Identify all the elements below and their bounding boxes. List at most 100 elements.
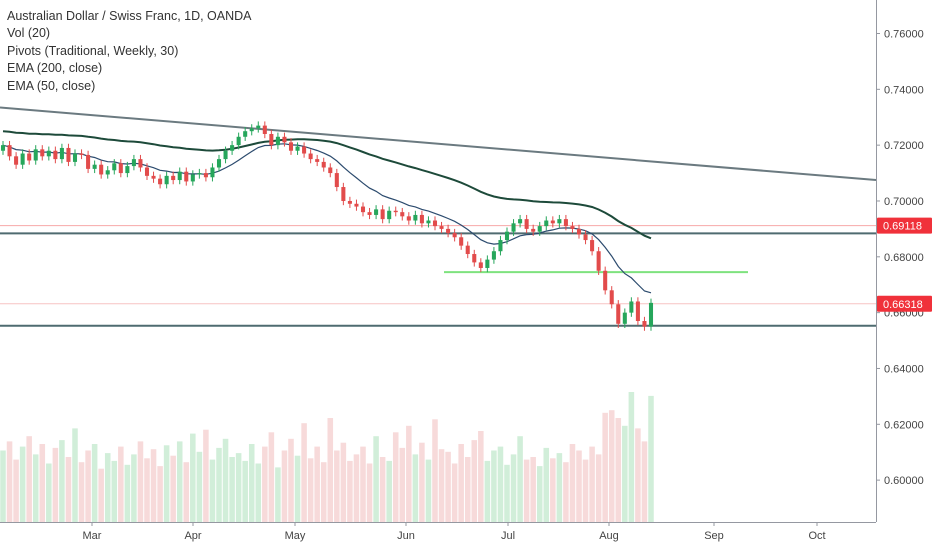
candle-body[interactable] [354, 203, 359, 207]
candle-body[interactable] [230, 145, 235, 151]
candle-body[interactable] [295, 146, 300, 151]
candle-body[interactable] [524, 219, 529, 229]
candle-body[interactable] [269, 133, 274, 146]
candle-body[interactable] [262, 125, 267, 134]
candle-body[interactable] [478, 262, 483, 268]
candle-body[interactable] [197, 173, 202, 175]
indicator-ema-200[interactable]: EMA (200, close) [7, 61, 103, 76]
candle-body[interactable] [400, 212, 405, 217]
candle-body[interactable] [256, 125, 261, 129]
candle-body[interactable] [79, 153, 84, 155]
candle-body[interactable] [321, 161, 326, 168]
candle-body[interactable] [419, 214, 424, 224]
candle-body[interactable] [275, 136, 280, 146]
candle-body[interactable] [0, 145, 6, 151]
indicator-ema-50[interactable]: EMA (50, close) [7, 78, 96, 93]
candle-body[interactable] [46, 150, 51, 157]
candle-body[interactable] [590, 240, 595, 252]
candle-body[interactable] [282, 136, 287, 143]
candle-body[interactable] [59, 147, 64, 160]
candle-body[interactable] [635, 301, 640, 322]
candle-body[interactable] [432, 220, 438, 227]
candle-body[interactable] [125, 166, 130, 174]
candle-body[interactable] [328, 167, 333, 174]
candle-body[interactable] [347, 200, 352, 204]
candle-body[interactable] [491, 251, 496, 260]
candle-body[interactable] [86, 154, 91, 169]
candle-body[interactable] [99, 164, 104, 175]
candle-body[interactable] [531, 228, 536, 232]
candle-body[interactable] [485, 259, 490, 268]
candle-body[interactable] [144, 167, 150, 176]
candle-body[interactable] [236, 136, 241, 146]
candle-body[interactable] [223, 150, 228, 160]
candle-body[interactable] [609, 290, 614, 305]
candle-body[interactable] [203, 173, 208, 178]
candle-body[interactable] [452, 233, 457, 238]
candle-body[interactable] [20, 153, 25, 165]
candle-body[interactable] [472, 254, 477, 263]
candle-body[interactable] [288, 142, 294, 151]
candle-body[interactable] [72, 153, 78, 162]
candle-body[interactable] [66, 147, 71, 162]
candle-body[interactable] [53, 150, 58, 160]
candle-body[interactable] [27, 153, 32, 161]
candle-body[interactable] [648, 302, 654, 327]
candle-body[interactable] [511, 223, 516, 232]
candle-body[interactable] [622, 312, 627, 324]
candle-body[interactable] [498, 240, 503, 252]
candle-body[interactable] [616, 304, 621, 324]
candle-body[interactable] [184, 171, 189, 182]
candle-body[interactable] [583, 234, 588, 241]
candle-body[interactable] [105, 170, 110, 175]
candle-body[interactable] [446, 228, 451, 234]
candle-body[interactable] [302, 146, 307, 154]
candle-body[interactable] [413, 214, 418, 221]
candle-body[interactable] [243, 131, 248, 137]
candle-body[interactable] [334, 173, 339, 188]
candle-body[interactable] [341, 187, 346, 201]
candle-body[interactable] [504, 231, 510, 241]
candle-body[interactable] [164, 175, 169, 185]
candle-body[interactable] [426, 220, 431, 224]
candle-body[interactable] [216, 159, 222, 168]
candle-body[interactable] [112, 163, 117, 171]
candle-body[interactable] [406, 216, 411, 221]
candle-body[interactable] [360, 206, 366, 213]
candle-body[interactable] [393, 210, 398, 213]
candle-body[interactable] [570, 226, 575, 229]
candle-body[interactable] [550, 220, 555, 224]
candle-body[interactable] [439, 226, 444, 229]
candle-body[interactable] [603, 270, 608, 291]
candle-body[interactable] [92, 164, 97, 169]
candle-body[interactable] [158, 178, 163, 185]
candle-body[interactable] [374, 209, 379, 215]
candle-body[interactable] [537, 226, 542, 232]
candle-body[interactable] [563, 219, 568, 227]
candle-body[interactable] [118, 163, 123, 174]
candle-body[interactable] [210, 167, 215, 178]
candle-body[interactable] [387, 210, 392, 220]
candle-body[interactable] [315, 159, 320, 162]
candle-body[interactable] [557, 219, 562, 224]
candle-body[interactable] [544, 220, 549, 227]
candle-body[interactable] [151, 175, 156, 179]
candle-body[interactable] [576, 228, 582, 235]
candle-body[interactable] [171, 175, 176, 181]
candle-body[interactable] [308, 153, 313, 160]
candle-body[interactable] [33, 149, 38, 161]
candle-body[interactable] [596, 251, 601, 271]
candle-body[interactable] [131, 159, 136, 167]
candle-body[interactable] [14, 156, 19, 165]
indicator-vol[interactable]: Vol (20) [7, 26, 51, 41]
candle-body[interactable] [190, 174, 195, 182]
candle-body[interactable] [459, 237, 464, 246]
candle-body[interactable] [249, 128, 254, 132]
candle-body[interactable] [40, 149, 45, 157]
trendline[interactable] [0, 106, 877, 182]
candle-body[interactable] [642, 321, 647, 327]
candle-body[interactable] [177, 171, 182, 181]
candle-body[interactable] [465, 245, 470, 255]
candle-body[interactable] [138, 159, 143, 168]
